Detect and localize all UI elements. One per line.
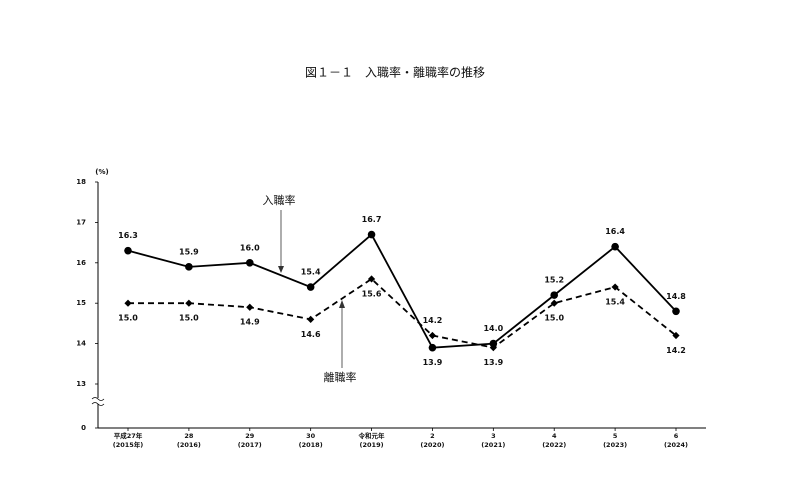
- point: [672, 307, 680, 316]
- x-tick-label: (2018): [299, 441, 323, 449]
- series-annotation: 離職率: [324, 370, 357, 384]
- point: [672, 331, 680, 340]
- point: [124, 299, 132, 307]
- value-label: 16.4: [605, 227, 625, 236]
- value-label: 16.0: [240, 243, 260, 252]
- point: [245, 259, 254, 267]
- x-tick-label: 2: [430, 432, 435, 440]
- series-line: [128, 277, 677, 349]
- point: [428, 331, 437, 340]
- x-tick-label: (2016): [177, 441, 201, 449]
- point: [611, 283, 619, 291]
- x-tick-label: 4: [552, 432, 557, 440]
- value-label: 13.9: [423, 358, 443, 367]
- point: [489, 344, 497, 352]
- y-tick-label: 15: [76, 299, 86, 307]
- y-unit: (%): [95, 168, 108, 176]
- value-label: 16.7: [362, 215, 382, 224]
- x-tick-label: (2023): [603, 441, 627, 449]
- value-label: 15.2: [544, 276, 564, 285]
- x-tick-label: (2021): [481, 441, 505, 449]
- point: [306, 283, 315, 291]
- annotation-arrowhead: [278, 266, 284, 273]
- value-label: 15.0: [179, 314, 199, 323]
- value-label: 14.2: [423, 316, 443, 325]
- x-tick-label: 28: [184, 432, 194, 440]
- x-tick-label: (2020): [420, 441, 444, 449]
- x-tick-label: (2015年): [113, 440, 144, 449]
- point: [611, 242, 619, 251]
- value-label: 15.4: [301, 268, 321, 277]
- x-tick-label: (2017): [238, 441, 262, 449]
- value-label: 14.8: [666, 292, 686, 301]
- point: [124, 246, 132, 255]
- point: [428, 343, 437, 352]
- value-label: 15.6: [362, 289, 382, 298]
- value-label: 15.0: [118, 314, 138, 323]
- x-tick-label: (2022): [542, 441, 566, 449]
- y-tick-label: 17: [76, 218, 86, 226]
- y-tick-label: 14: [76, 340, 86, 348]
- point: [367, 275, 376, 283]
- point: [550, 299, 558, 307]
- annotation-arrowhead: [339, 300, 345, 308]
- point: [550, 291, 559, 299]
- y-tick-label: 16: [76, 259, 86, 267]
- x-tick-label: 令和元年: [358, 431, 386, 440]
- point: [185, 263, 193, 271]
- x-tick-label: (2019): [360, 441, 384, 449]
- y-tick-label: 0: [81, 424, 86, 432]
- value-label: 14.9: [240, 318, 260, 327]
- series-line: [127, 233, 677, 349]
- x-tick-label: 3: [491, 432, 496, 440]
- value-label: 15.4: [605, 298, 625, 307]
- x-tick-label: (2024): [664, 441, 688, 449]
- axis-break-gap: [92, 398, 104, 404]
- value-label: 15.9: [179, 247, 199, 256]
- axis-break: [91, 397, 105, 406]
- x-tick-label: 6: [674, 432, 679, 440]
- point: [307, 315, 315, 323]
- value-label: 14.6: [301, 330, 321, 339]
- point: [246, 303, 254, 311]
- x-tick-label: 平成27年: [114, 431, 143, 440]
- x-tick-label: 29: [245, 432, 255, 440]
- point: [185, 299, 193, 307]
- series-annotation: 入職率: [263, 193, 296, 207]
- value-label: 13.9: [483, 358, 503, 367]
- value-label: 14.2: [666, 346, 686, 355]
- y-tick-label: 18: [76, 178, 86, 186]
- value-label: 16.3: [118, 231, 138, 240]
- point: [367, 230, 376, 239]
- y-tick-label: 13: [76, 380, 86, 388]
- value-label: 14.0: [483, 324, 503, 333]
- x-tick-label: 30: [306, 432, 316, 440]
- chart-title: 図１－１ 入職率・離職率の推移: [305, 65, 485, 80]
- value-label: 15.0: [544, 314, 564, 323]
- x-tick-label: 5: [613, 432, 618, 440]
